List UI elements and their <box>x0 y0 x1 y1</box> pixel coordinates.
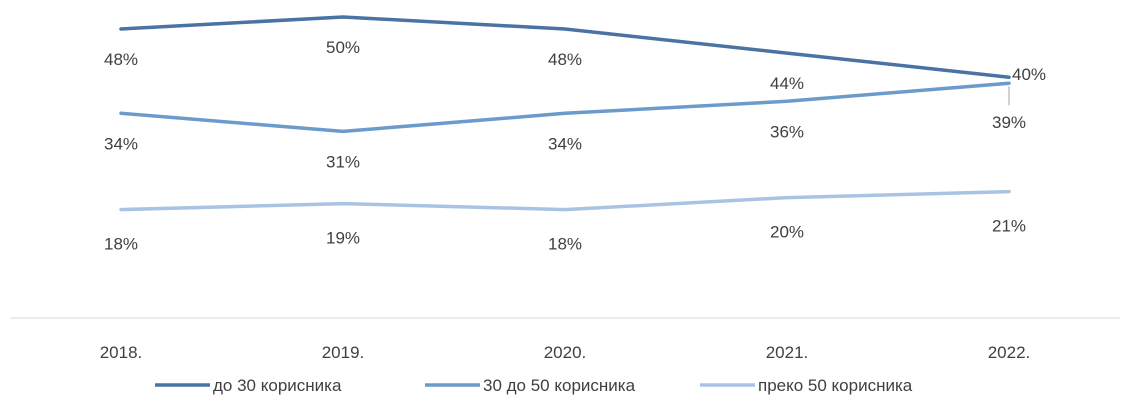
data-label-s2-5: 39% <box>992 113 1026 132</box>
data-label-s3-3: 18% <box>548 235 582 254</box>
x-tick-label-4: 2021. <box>766 343 809 362</box>
data-label-s3-2: 19% <box>326 229 360 248</box>
legend-label-3: преко 50 корисника <box>758 376 913 395</box>
data-label-s1-1: 48% <box>104 50 138 69</box>
legend-label-1: до 30 корисника <box>213 376 342 395</box>
series-line-1 <box>119 15 1011 79</box>
data-label-s2-1: 34% <box>104 134 138 153</box>
data-label-s3-5: 21% <box>992 217 1026 236</box>
series-line-2 <box>119 81 1011 134</box>
x-axis-ticks: 2018. 2019. 2020. 2021. 2022. <box>100 343 1031 362</box>
x-tick-label-2: 2019. <box>322 343 365 362</box>
data-label-s3-1: 18% <box>104 235 138 254</box>
series-layer <box>119 15 1011 212</box>
data-label-s2-2: 31% <box>326 152 360 171</box>
data-labels: 48% 50% 48% 44% 40% 34% 31% 34% 36% 39% 18% 19% 18% 2… <box>104 38 1046 254</box>
x-tick-label-3: 2020. <box>544 343 587 362</box>
legend: до 30 корисника 30 до 50 корисника преко 5… <box>155 376 913 395</box>
data-label-s2-4: 36% <box>770 122 804 141</box>
x-tick-label-5: 2022. <box>988 343 1031 362</box>
x-tick-label-1: 2018. <box>100 343 143 362</box>
data-label-s1-5: 40% <box>1012 65 1046 84</box>
data-label-s1-2: 50% <box>326 38 360 57</box>
legend-label-2: 30 до 50 корисника <box>483 376 636 395</box>
data-label-s2-3: 34% <box>548 134 582 153</box>
data-label-s3-4: 20% <box>770 223 804 242</box>
data-label-s1-3: 48% <box>548 50 582 69</box>
series-line-3 <box>119 189 1011 212</box>
data-label-s1-4: 44% <box>770 74 804 93</box>
